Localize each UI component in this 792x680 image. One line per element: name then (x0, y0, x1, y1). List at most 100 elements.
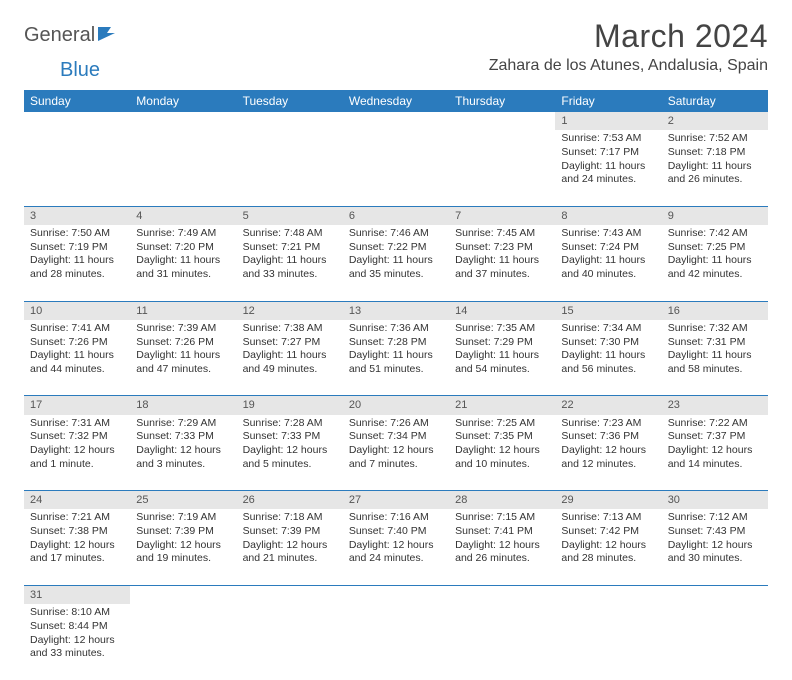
day-number-cell: 7 (449, 206, 555, 225)
sunset-text: Sunset: 7:40 PM (349, 525, 443, 539)
day-detail-cell: Sunrise: 7:36 AMSunset: 7:28 PMDaylight:… (343, 320, 449, 396)
daylight-text: Daylight: 12 hours (349, 539, 443, 553)
day-detail-cell (555, 604, 661, 680)
daylight-text: Daylight: 11 hours (455, 349, 549, 363)
day-detail-cell: Sunrise: 7:39 AMSunset: 7:26 PMDaylight:… (130, 320, 236, 396)
sunset-text: Sunset: 7:25 PM (668, 241, 762, 255)
day-header: Monday (130, 90, 236, 112)
daylight-text: Daylight: 11 hours (668, 349, 762, 363)
sunset-text: Sunset: 7:33 PM (136, 430, 230, 444)
daylight-text: and 28 minutes. (561, 552, 655, 566)
day-detail-cell: Sunrise: 7:35 AMSunset: 7:29 PMDaylight:… (449, 320, 555, 396)
day-number-cell (237, 585, 343, 604)
day-detail-cell (130, 130, 236, 206)
daylight-text: Daylight: 12 hours (455, 444, 549, 458)
day-detail-cell: Sunrise: 8:10 AMSunset: 8:44 PMDaylight:… (24, 604, 130, 680)
sunrise-text: Sunrise: 7:19 AM (136, 511, 230, 525)
day-number-cell: 10 (24, 301, 130, 320)
daylight-text: and 19 minutes. (136, 552, 230, 566)
day-number-cell: 21 (449, 396, 555, 415)
sunset-text: Sunset: 7:34 PM (349, 430, 443, 444)
day-detail-cell: Sunrise: 7:41 AMSunset: 7:26 PMDaylight:… (24, 320, 130, 396)
day-detail-cell: Sunrise: 7:31 AMSunset: 7:32 PMDaylight:… (24, 415, 130, 491)
sunset-text: Sunset: 7:26 PM (30, 336, 124, 350)
sunset-text: Sunset: 7:36 PM (561, 430, 655, 444)
sunrise-text: Sunrise: 7:36 AM (349, 322, 443, 336)
day-detail-cell: Sunrise: 7:34 AMSunset: 7:30 PMDaylight:… (555, 320, 661, 396)
daylight-text: and 58 minutes. (668, 363, 762, 377)
day-detail-cell: Sunrise: 7:18 AMSunset: 7:39 PMDaylight:… (237, 509, 343, 585)
daylight-text: and 7 minutes. (349, 458, 443, 472)
detail-row: Sunrise: 7:41 AMSunset: 7:26 PMDaylight:… (24, 320, 768, 396)
sunrise-text: Sunrise: 7:43 AM (561, 227, 655, 241)
sunrise-text: Sunrise: 7:13 AM (561, 511, 655, 525)
daynum-row: 24252627282930 (24, 491, 768, 510)
sunrise-text: Sunrise: 7:12 AM (668, 511, 762, 525)
day-detail-cell: Sunrise: 7:15 AMSunset: 7:41 PMDaylight:… (449, 509, 555, 585)
day-detail-cell (449, 604, 555, 680)
day-number-cell (449, 585, 555, 604)
day-number-cell: 12 (237, 301, 343, 320)
sunset-text: Sunset: 7:29 PM (455, 336, 549, 350)
day-number-cell: 4 (130, 206, 236, 225)
daylight-text: and 40 minutes. (561, 268, 655, 282)
month-title: March 2024 (489, 18, 768, 55)
sunset-text: Sunset: 7:19 PM (30, 241, 124, 255)
sunrise-text: Sunrise: 7:25 AM (455, 417, 549, 431)
sunset-text: Sunset: 7:28 PM (349, 336, 443, 350)
day-number-cell: 25 (130, 491, 236, 510)
day-number-cell: 24 (24, 491, 130, 510)
daylight-text: and 54 minutes. (455, 363, 549, 377)
daylight-text: Daylight: 11 hours (349, 349, 443, 363)
sunset-text: Sunset: 7:41 PM (455, 525, 549, 539)
sunset-text: Sunset: 7:17 PM (561, 146, 655, 160)
sunrise-text: Sunrise: 8:10 AM (30, 606, 124, 620)
daylight-text: Daylight: 11 hours (561, 160, 655, 174)
day-number-cell (343, 585, 449, 604)
sunrise-text: Sunrise: 7:39 AM (136, 322, 230, 336)
daylight-text: Daylight: 11 hours (30, 254, 124, 268)
day-number-cell (555, 585, 661, 604)
day-number-cell: 28 (449, 491, 555, 510)
sunrise-text: Sunrise: 7:52 AM (668, 132, 762, 146)
day-number-cell: 11 (130, 301, 236, 320)
day-number-cell (662, 585, 768, 604)
daylight-text: and 26 minutes. (668, 173, 762, 187)
daylight-text: Daylight: 12 hours (349, 444, 443, 458)
daylight-text: and 49 minutes. (243, 363, 337, 377)
logo-text-1: General (24, 24, 95, 47)
day-detail-cell (237, 604, 343, 680)
day-detail-cell (237, 130, 343, 206)
sunset-text: Sunset: 7:31 PM (668, 336, 762, 350)
sunset-text: Sunset: 7:35 PM (455, 430, 549, 444)
daynum-row: 17181920212223 (24, 396, 768, 415)
sunrise-text: Sunrise: 7:32 AM (668, 322, 762, 336)
sunrise-text: Sunrise: 7:21 AM (30, 511, 124, 525)
sunrise-text: Sunrise: 7:53 AM (561, 132, 655, 146)
day-detail-cell: Sunrise: 7:45 AMSunset: 7:23 PMDaylight:… (449, 225, 555, 301)
day-detail-cell: Sunrise: 7:50 AMSunset: 7:19 PMDaylight:… (24, 225, 130, 301)
location: Zahara de los Atunes, Andalusia, Spain (489, 57, 768, 75)
daylight-text: Daylight: 12 hours (668, 539, 762, 553)
day-detail-cell: Sunrise: 7:43 AMSunset: 7:24 PMDaylight:… (555, 225, 661, 301)
day-number-cell: 27 (343, 491, 449, 510)
daylight-text: Daylight: 12 hours (136, 539, 230, 553)
daylight-text: and 3 minutes. (136, 458, 230, 472)
day-detail-cell: Sunrise: 7:52 AMSunset: 7:18 PMDaylight:… (662, 130, 768, 206)
sunset-text: Sunset: 7:18 PM (668, 146, 762, 160)
daynum-row: 10111213141516 (24, 301, 768, 320)
daylight-text: and 17 minutes. (30, 552, 124, 566)
day-number-cell: 31 (24, 585, 130, 604)
day-number-cell: 3 (24, 206, 130, 225)
sunrise-text: Sunrise: 7:45 AM (455, 227, 549, 241)
sunrise-text: Sunrise: 7:22 AM (668, 417, 762, 431)
day-number-cell: 15 (555, 301, 661, 320)
day-number-cell: 5 (237, 206, 343, 225)
daylight-text: Daylight: 11 hours (668, 160, 762, 174)
logo: General (24, 24, 119, 47)
day-number-cell: 13 (343, 301, 449, 320)
day-detail-cell: Sunrise: 7:32 AMSunset: 7:31 PMDaylight:… (662, 320, 768, 396)
day-number-cell: 19 (237, 396, 343, 415)
daylight-text: and 5 minutes. (243, 458, 337, 472)
daylight-text: Daylight: 11 hours (243, 254, 337, 268)
